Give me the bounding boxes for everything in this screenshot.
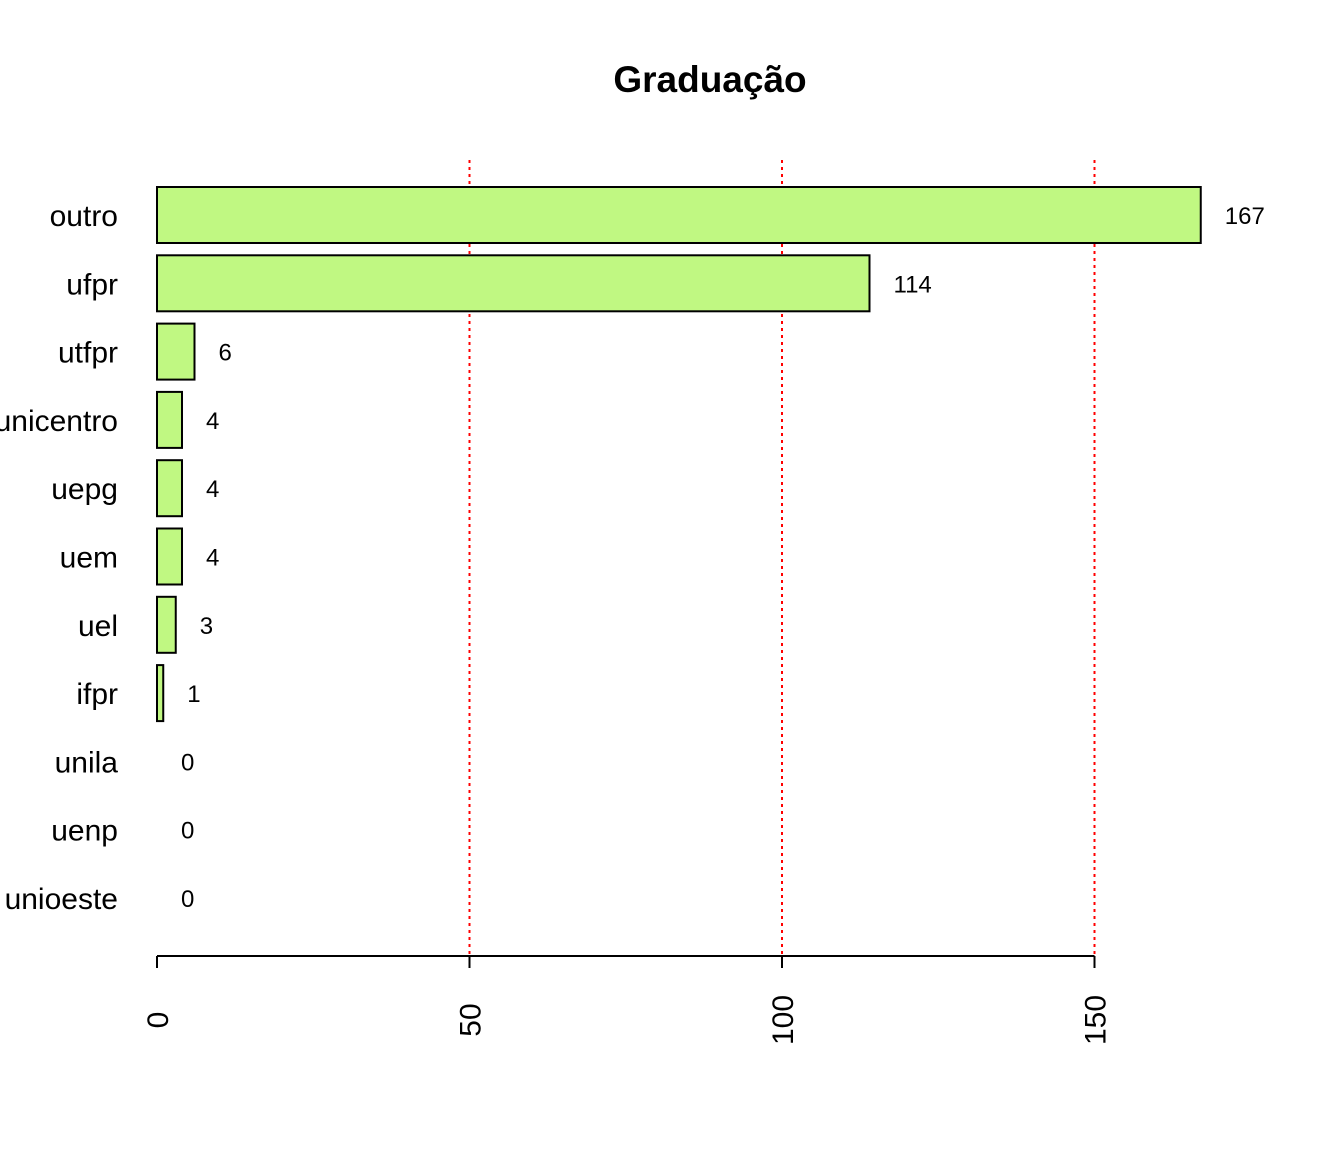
chart-title: Graduação — [613, 59, 806, 100]
category-label-ufpr: ufpr — [66, 268, 118, 301]
category-label-outro: outro — [50, 200, 118, 233]
value-label-unila: 0 — [181, 749, 194, 776]
bar-uel — [156, 595, 177, 654]
bar-utfpr — [156, 322, 196, 381]
bar-uem — [156, 527, 183, 586]
category-label-uem: uem — [60, 542, 118, 575]
category-label-unicentro: unicentro — [0, 405, 118, 438]
category-label-unila: unila — [55, 746, 119, 779]
value-label-uem: 4 — [206, 545, 219, 572]
value-label-ifpr: 1 — [187, 681, 200, 708]
category-label-uenp: uenp — [51, 815, 118, 848]
category-labels: unioeste uenp unila ifpr uel uem uepg unicentro… — [0, 200, 118, 916]
bars — [156, 186, 1202, 723]
value-label-ufpr: 114 — [894, 271, 932, 298]
bar-ufpr — [156, 254, 871, 313]
bar-ifpr — [156, 664, 165, 723]
value-label-uenp: 0 — [181, 818, 194, 845]
value-label-unicentro: 4 — [206, 408, 219, 435]
x-tick-label-0: 0 — [142, 1012, 175, 1029]
value-label-uepg: 4 — [206, 476, 219, 503]
value-label-unioeste: 0 — [181, 886, 194, 913]
value-labels: 0 0 0 1 3 4 4 4 6 114 167 — [181, 203, 1265, 913]
x-tick-label-150: 150 — [1080, 995, 1113, 1045]
category-label-uel: uel — [78, 610, 118, 643]
x-tick-label-100: 100 — [767, 995, 800, 1045]
category-label-uepg: uepg — [51, 473, 118, 506]
category-label-unioeste: unioeste — [5, 883, 118, 916]
x-tick-label-50: 50 — [455, 1003, 488, 1036]
category-label-ifpr: ifpr — [76, 678, 118, 711]
bar-uepg — [156, 459, 183, 518]
x-axis: 0 50 100 150 — [142, 955, 1113, 1045]
value-label-uel: 3 — [200, 613, 213, 640]
bar-outro — [156, 186, 1202, 244]
bar-unicentro — [156, 390, 183, 449]
value-label-outro: 167 — [1225, 203, 1265, 230]
value-label-utfpr: 6 — [219, 340, 232, 367]
category-label-utfpr: utfpr — [58, 337, 118, 370]
